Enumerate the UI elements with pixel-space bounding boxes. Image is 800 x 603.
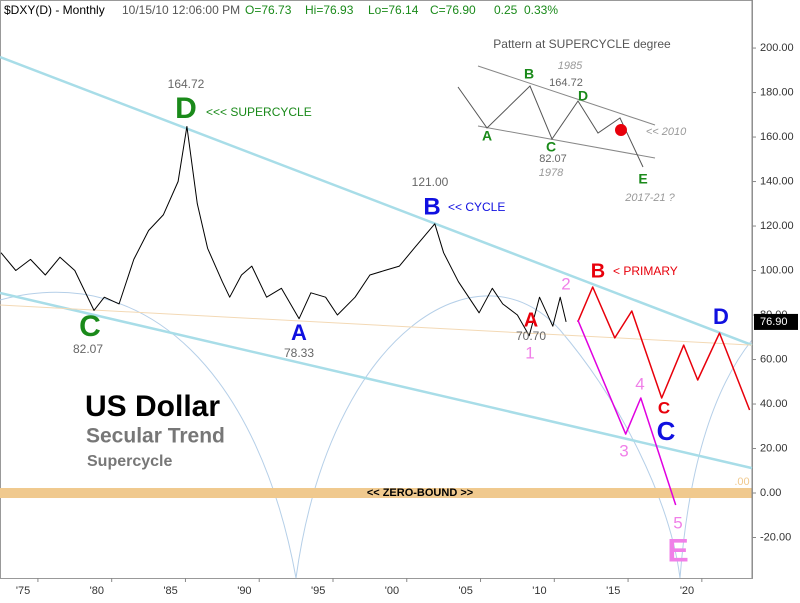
- inset-title: Pattern at SUPERCYCLE degree: [493, 37, 671, 51]
- title: US Dollar: [85, 390, 220, 423]
- annotation: A: [524, 309, 538, 331]
- inset-label: A: [482, 128, 492, 144]
- annotation: C: [79, 310, 101, 343]
- x-tick-label: '80: [90, 585, 104, 597]
- annotation: 1: [525, 343, 534, 362]
- annotation: <<< SUPERCYCLE: [206, 105, 312, 119]
- timestamp: 10/15/10 12:06:00 PM: [122, 3, 240, 17]
- x-tick-label: '10: [532, 585, 546, 597]
- annotation: 3: [619, 441, 628, 460]
- plot-frame: [0, 0, 753, 579]
- subtitle: Secular Trend: [86, 425, 225, 448]
- inset-label: 2017-21 ?: [624, 192, 675, 204]
- x-tick-label: '90: [237, 585, 251, 597]
- annotation: B: [423, 193, 440, 220]
- zero-bound-band: [0, 488, 752, 499]
- annotation: 70.70: [516, 329, 546, 343]
- y-tick-label: 200.00: [760, 42, 794, 54]
- series-line: [577, 319, 677, 506]
- x-tick-label: '95: [311, 585, 325, 597]
- x-tick-label: '75: [16, 585, 30, 597]
- inset-upper: [477, 65, 656, 126]
- inset-lower: [477, 125, 656, 159]
- annotation: 121.00: [412, 175, 449, 189]
- annotation: 78.33: [284, 346, 314, 360]
- x-tick-label: '20: [680, 585, 694, 597]
- x-tick-label: '85: [163, 585, 177, 597]
- y-tick-label: 0.00: [760, 487, 781, 499]
- y-tick-label: 60.00: [760, 353, 788, 365]
- subtitle-2: Supercycle: [87, 453, 172, 470]
- close: C=76.90: [430, 3, 476, 17]
- inset-label: C: [546, 139, 556, 155]
- inset-dot: [615, 124, 627, 136]
- annotation: 82.07: [73, 342, 103, 356]
- inset: Pattern at SUPERCYCLE degree A B C D E 1985 16…: [457, 37, 687, 204]
- inset-label: << 2010: [646, 126, 687, 138]
- high: Hi=76.93: [305, 3, 354, 17]
- annotation: D: [175, 92, 197, 125]
- annotation: A: [291, 320, 307, 345]
- inset-label: D: [578, 88, 588, 104]
- y-tick-label: 40.00: [760, 398, 788, 410]
- series-line: [0, 126, 567, 337]
- y-tick-label: 140.00: [760, 175, 794, 187]
- annotation: C: [658, 398, 670, 417]
- y-tick-label: 100.00: [760, 264, 794, 276]
- x-tick-label: '05: [459, 585, 473, 597]
- inset-pattern: [457, 85, 644, 168]
- annotation: << CYCLE: [448, 200, 505, 214]
- annotation: < PRIMARY: [613, 264, 678, 278]
- inset-label: 82.07: [539, 153, 567, 165]
- symbol: $DXY(D) - Monthly: [4, 3, 105, 17]
- annotation: 2: [561, 274, 570, 293]
- open: O=76.73: [245, 3, 292, 17]
- series-line: [0, 291, 753, 470]
- inset-label: 1985: [558, 60, 583, 72]
- annotation: B: [591, 260, 605, 282]
- change: 0.25: [494, 3, 518, 17]
- last-price-label: 76.90: [760, 316, 788, 328]
- inset-label: 164.72: [549, 77, 583, 89]
- cycle-arcs: [0, 291, 753, 579]
- series-line: [0, 304, 753, 346]
- series-line: [577, 286, 751, 411]
- y-tick-label: -20.00: [760, 531, 791, 543]
- y-tick-label: 180.00: [760, 86, 794, 98]
- y-tick-label: 120.00: [760, 220, 794, 232]
- series-line: [0, 55, 753, 347]
- annotation: 164.72: [168, 77, 205, 91]
- annotation: 5: [673, 513, 682, 532]
- last-price-tag: [754, 313, 798, 330]
- x-tick-label: '00: [385, 585, 399, 597]
- annotation: .00: [734, 476, 749, 488]
- inset-label: 1978: [539, 167, 564, 179]
- y-tick-label: 20.00: [760, 442, 788, 454]
- low: Lo=76.14: [368, 3, 419, 17]
- x-tick-label: '15: [606, 585, 620, 597]
- annotation: 4: [635, 374, 644, 393]
- zero-bound-label: << ZERO-BOUND >>: [367, 487, 473, 499]
- annotation: C: [657, 416, 676, 446]
- header: $DXY(D) - Monthly 10/15/10 12:06:00 PM O…: [4, 3, 558, 17]
- inset-label: B: [524, 66, 534, 82]
- pct-change: 0.33%: [524, 3, 558, 17]
- annotation: E: [667, 532, 688, 568]
- inset-label: E: [638, 171, 647, 187]
- annotation: D: [713, 304, 729, 329]
- y-tick-label: 160.00: [760, 131, 794, 143]
